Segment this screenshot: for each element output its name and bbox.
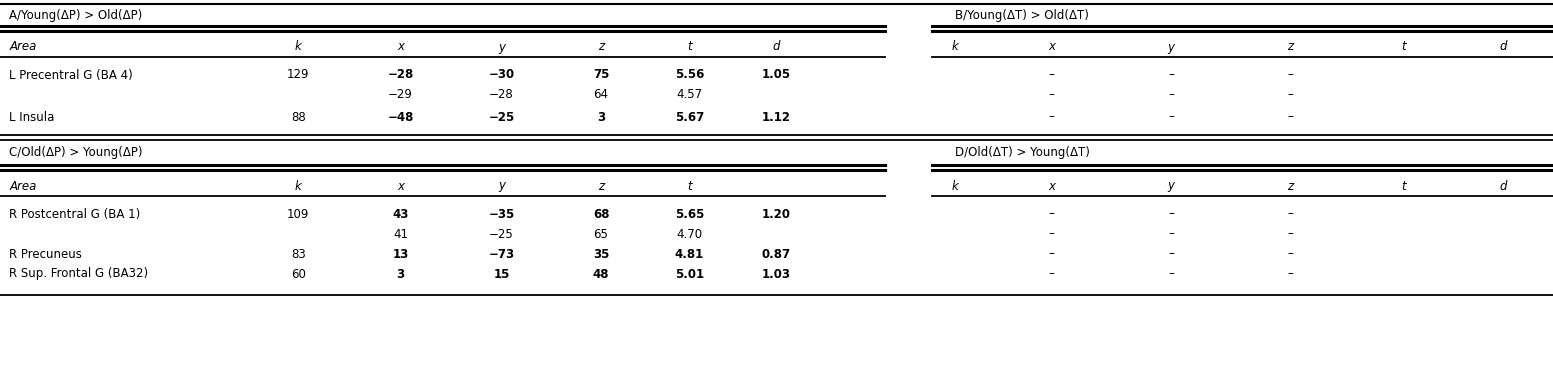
Text: B/Young(ΔT) > Old(ΔT): B/Young(ΔT) > Old(ΔT) <box>955 8 1089 21</box>
Text: 1.12: 1.12 <box>763 110 790 124</box>
Text: –: – <box>1287 268 1294 280</box>
Text: z: z <box>598 179 604 193</box>
Text: x: x <box>1048 41 1054 54</box>
Text: 41: 41 <box>393 228 408 241</box>
Text: 0.87: 0.87 <box>763 248 790 261</box>
Text: k: k <box>295 41 301 54</box>
Text: 35: 35 <box>593 248 609 261</box>
Text: −48: −48 <box>388 110 413 124</box>
Text: –: – <box>1168 228 1174 241</box>
Text: D/Old(ΔT) > Young(ΔT): D/Old(ΔT) > Young(ΔT) <box>955 146 1090 159</box>
Text: Area: Area <box>9 41 37 54</box>
Text: 1.03: 1.03 <box>763 268 790 280</box>
Text: 109: 109 <box>287 207 309 221</box>
Text: –: – <box>1168 207 1174 221</box>
Text: t: t <box>688 41 691 54</box>
Text: y: y <box>1168 179 1174 193</box>
Text: 1.05: 1.05 <box>763 69 790 82</box>
Text: −29: −29 <box>388 89 413 101</box>
Text: y: y <box>1168 41 1174 54</box>
Text: A/Young(ΔP) > Old(ΔP): A/Young(ΔP) > Old(ΔP) <box>9 8 143 21</box>
Text: –: – <box>1168 248 1174 261</box>
Text: –: – <box>1048 248 1054 261</box>
Text: −30: −30 <box>489 69 514 82</box>
Text: –: – <box>1048 69 1054 82</box>
Text: C/Old(ΔP) > Young(ΔP): C/Old(ΔP) > Young(ΔP) <box>9 146 143 159</box>
Text: R Postcentral G (BA 1): R Postcentral G (BA 1) <box>9 207 141 221</box>
Text: 68: 68 <box>593 207 609 221</box>
Text: R Precuneus: R Precuneus <box>9 248 82 261</box>
Text: t: t <box>1402 179 1405 193</box>
Text: k: k <box>952 179 958 193</box>
Text: –: – <box>1287 207 1294 221</box>
Text: d: d <box>1500 41 1506 54</box>
Text: –: – <box>1168 89 1174 101</box>
Text: –: – <box>1287 69 1294 82</box>
Text: Area: Area <box>9 179 37 193</box>
Text: x: x <box>398 179 404 193</box>
Text: L Precentral G (BA 4): L Precentral G (BA 4) <box>9 69 134 82</box>
Text: 60: 60 <box>290 268 306 280</box>
Text: 43: 43 <box>393 207 408 221</box>
Text: 15: 15 <box>494 268 509 280</box>
Text: d: d <box>773 41 780 54</box>
Text: 3: 3 <box>596 110 606 124</box>
Text: −25: −25 <box>489 110 514 124</box>
Text: 3: 3 <box>396 268 405 280</box>
Text: 65: 65 <box>593 228 609 241</box>
Text: t: t <box>688 179 691 193</box>
Text: –: – <box>1048 268 1054 280</box>
Text: d: d <box>1500 179 1506 193</box>
Text: 4.57: 4.57 <box>677 89 702 101</box>
Text: 5.56: 5.56 <box>676 69 704 82</box>
Text: 5.01: 5.01 <box>676 268 704 280</box>
Text: k: k <box>295 179 301 193</box>
Text: −28: −28 <box>489 89 514 101</box>
Text: –: – <box>1048 228 1054 241</box>
Text: −28: −28 <box>388 69 413 82</box>
Text: t: t <box>1402 41 1405 54</box>
Text: –: – <box>1168 110 1174 124</box>
Text: 88: 88 <box>290 110 306 124</box>
Text: 4.81: 4.81 <box>676 248 704 261</box>
Text: y: y <box>499 41 505 54</box>
Text: –: – <box>1168 69 1174 82</box>
Text: –: – <box>1048 110 1054 124</box>
Text: 1.20: 1.20 <box>763 207 790 221</box>
Text: −73: −73 <box>489 248 514 261</box>
Text: 48: 48 <box>593 268 609 280</box>
Text: –: – <box>1168 268 1174 280</box>
Text: 4.70: 4.70 <box>677 228 702 241</box>
Text: y: y <box>499 179 505 193</box>
Text: z: z <box>1287 41 1294 54</box>
Text: –: – <box>1287 89 1294 101</box>
Text: –: – <box>1287 248 1294 261</box>
Text: 83: 83 <box>290 248 306 261</box>
Text: 5.65: 5.65 <box>676 207 704 221</box>
Text: 13: 13 <box>393 248 408 261</box>
Text: 129: 129 <box>287 69 309 82</box>
Text: –: – <box>1048 89 1054 101</box>
Text: 5.67: 5.67 <box>676 110 704 124</box>
Text: R Sup. Frontal G (BA32): R Sup. Frontal G (BA32) <box>9 268 149 280</box>
Text: k: k <box>952 41 958 54</box>
Text: x: x <box>1048 179 1054 193</box>
Text: 64: 64 <box>593 89 609 101</box>
Text: x: x <box>398 41 404 54</box>
Text: –: – <box>1048 207 1054 221</box>
Text: z: z <box>1287 179 1294 193</box>
Text: 75: 75 <box>593 69 609 82</box>
Text: –: – <box>1287 110 1294 124</box>
Text: –: – <box>1287 228 1294 241</box>
Text: L Insula: L Insula <box>9 110 54 124</box>
Text: −35: −35 <box>489 207 514 221</box>
Text: −25: −25 <box>489 228 514 241</box>
Text: z: z <box>598 41 604 54</box>
